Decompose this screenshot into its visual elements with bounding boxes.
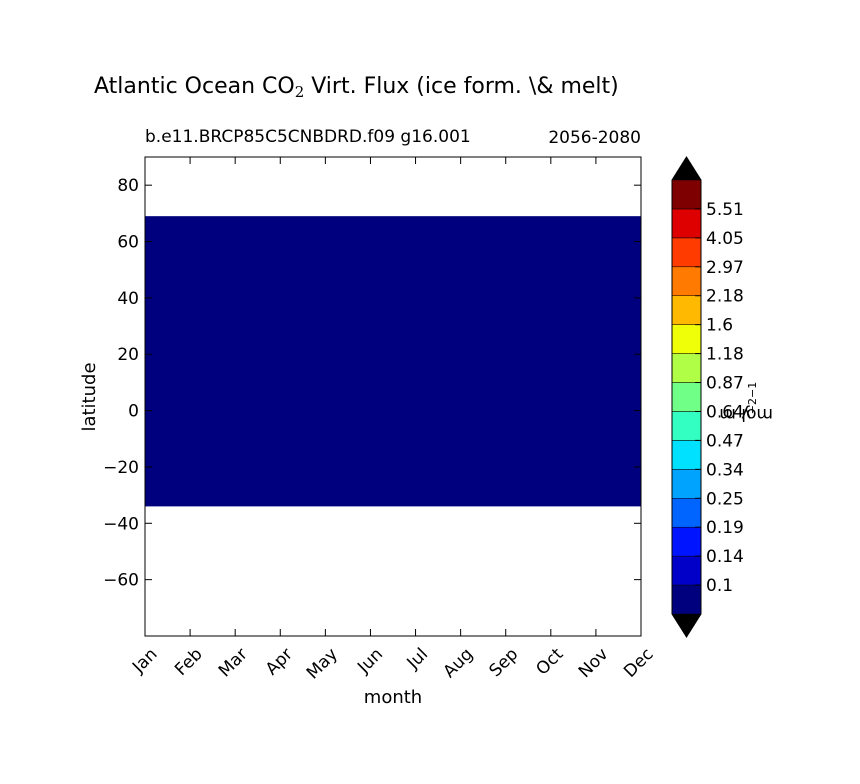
colorbar-bin [671,237,702,268]
colorbar-bin [671,440,702,470]
x-tick-label: Jan [128,644,161,677]
x-tick-label: Apr [262,644,297,679]
colorbar-tick-label: 0.34 [706,460,744,480]
year-range: 2056-2080 [548,128,641,148]
colorbar-tick-label: 0.14 [706,547,744,567]
x-tick-label: Feb [171,644,206,679]
colorbar-tick-label: 0.87 [706,374,744,394]
colorbar-extend-low [672,614,701,637]
colorbar-tick-label: 0.25 [706,489,744,509]
colorbar-bin [671,411,702,441]
colorbar-tick-label: 1.18 [706,345,744,365]
colorbar-bin [671,526,702,557]
x-tick-label: May [303,644,342,683]
y-tick-label: 80 [117,176,139,196]
colorbar-bin [671,266,702,296]
x-tick-label: Sep [485,644,522,681]
colorbar: 0.1 0.14 0.19 0.25 0.34 0.47 0.64 0.87 1.18 1.6 2.… [671,156,744,638]
x-tick-label: Dec [620,644,657,681]
flux-region [145,216,641,507]
colorbar-bin [671,584,702,615]
colorbar-bin [671,469,702,499]
y-tick-label: 20 [117,345,139,365]
plot-frame [144,156,642,637]
colorbar-bin [671,498,702,528]
x-tick-label: Oct [532,644,567,679]
colorbar-tick-label: 2.97 [706,258,744,278]
colorbar-tick-label: 0.64 [706,402,744,422]
colorbar-extend-high [672,157,701,180]
x-tick-label: Jun [353,644,387,678]
y-axis: 80 60 40 20 0 −20 −40 −60 [103,176,641,591]
x-tick-label: Mar [215,644,252,681]
colorbar-tick-label: 0.1 [706,576,733,596]
colorbar-tick-label: 0.19 [706,518,744,538]
x-tick-label: Aug [440,644,478,682]
y-axis-label: latitude [79,362,100,431]
y-tick-label: 0 [128,402,139,422]
x-axis-label: month [364,687,422,708]
y-tick-label: 40 [117,289,139,309]
colorbar-tick-label: 5.51 [706,200,744,220]
colorbar-bin [671,324,702,354]
colorbar-outline [671,156,702,638]
x-tick-label: Nov [575,644,613,682]
run-name: b.e11.BRCP85C5CNBDRD.f09 g16.001 [145,127,471,147]
colorbar-tick-label: 1.6 [706,316,733,336]
y-tick-label: −60 [103,571,139,591]
colorbar-bin [671,295,702,325]
colorbar-tick-label: 2.18 [706,287,744,307]
colorbar-bin [671,382,702,412]
y-tick-label: −20 [103,458,139,478]
colorbar-bin [671,555,702,586]
x-tick-label: Jul [403,644,432,673]
colorbar-bin [671,208,702,239]
colorbar-bin [671,179,702,210]
colorbar-tick-label: 4.05 [706,229,744,249]
colorbar-bin [671,353,702,383]
colorbar-tick-label: 0.47 [706,431,744,451]
y-tick-label: −40 [103,514,139,534]
chart-title: Atlantic Ocean CO2 Virt. Flux (ice form.… [94,74,619,101]
y-tick-label: 60 [117,233,139,253]
